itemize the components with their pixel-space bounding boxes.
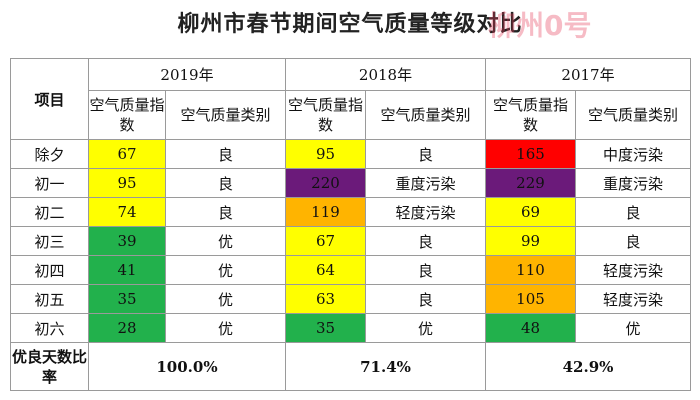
day-label: 初三: [10, 226, 89, 256]
aqi-cell: 74: [88, 197, 166, 227]
aqi-cell: 110: [485, 255, 576, 285]
level-cell: 良: [575, 197, 691, 227]
sub-header: 空气质量类别: [575, 90, 691, 140]
aqi-cell: 35: [285, 313, 366, 343]
aqi-cell: 165: [485, 139, 576, 169]
level-cell: 重度污染: [365, 168, 486, 198]
aqi-cell: 119: [285, 197, 366, 227]
table-body: 项目 2019年 2018年 2017年 空气质量指数 空气质量类别 空气质量指数 空气质量类…: [10, 58, 691, 391]
day-label: 初二: [10, 197, 89, 227]
footer-value: 100.0%: [88, 342, 286, 391]
aqi-cell: 99: [485, 226, 576, 256]
aqi-cell: 63: [285, 284, 366, 314]
year-header: 2017年: [485, 58, 691, 91]
aqi-table: 项目 2019年 2018年 2017年 空气质量指数 空气质量类别 空气质量指数 空气质量类…: [10, 58, 691, 391]
aqi-cell: 69: [485, 197, 576, 227]
table-row: 初二 74 良 119 轻度污染 69 良: [10, 197, 691, 227]
day-label: 初五: [10, 284, 89, 314]
aqi-cell: 95: [88, 168, 166, 198]
item-header: 项目: [10, 58, 89, 140]
sub-header: 空气质量类别: [165, 90, 286, 140]
aqi-cell: 67: [285, 226, 366, 256]
table-row: 项目 2019年 2018年 2017年: [10, 58, 691, 140]
level-cell: 优: [365, 313, 486, 343]
aqi-cell: 95: [285, 139, 366, 169]
aqi-cell: 28: [88, 313, 166, 343]
watermark: 柳州0号: [488, 9, 592, 42]
table-row: 空气质量指数 空气质量类别 空气质量指数 空气质量类别 空气质量指数 空气质量类别: [11, 90, 691, 140]
day-label: 除夕: [10, 139, 89, 169]
level-cell: 良: [365, 255, 486, 285]
sub-header: 空气质量指数: [485, 90, 576, 140]
table-row: 初五 35 优 63 良 105 轻度污染: [10, 284, 691, 314]
sub-header: 空气质量指数: [88, 90, 166, 140]
footer-value: 42.9%: [485, 342, 691, 391]
aqi-cell: 41: [88, 255, 166, 285]
table-row: 初四 41 优 64 良 110 轻度污染: [10, 255, 691, 285]
level-cell: 良: [365, 226, 486, 256]
table-row: 初一 95 良 220 重度污染 229 重度污染: [10, 168, 691, 198]
level-cell: 优: [165, 255, 286, 285]
level-cell: 优: [165, 313, 286, 343]
level-cell: 良: [365, 139, 486, 169]
aqi-cell: 35: [88, 284, 166, 314]
sub-header: 空气质量类别: [365, 90, 486, 140]
year-header: 2018年: [285, 58, 486, 91]
aqi-cell: 64: [285, 255, 366, 285]
level-cell: 轻度污染: [575, 284, 691, 314]
level-cell: 良: [165, 168, 286, 198]
aqi-cell: 39: [88, 226, 166, 256]
table-row: 除夕 67 良 95 良 165 中度污染: [10, 139, 691, 169]
table-row: 优良天数比率 100.0% 71.4% 42.9%: [10, 342, 691, 391]
aqi-cell: 229: [485, 168, 576, 198]
aqi-cell: 67: [88, 139, 166, 169]
day-label: 初四: [10, 255, 89, 285]
title: 柳州市春节期间空气质量等级对比: [177, 12, 523, 37]
level-cell: 良: [165, 197, 286, 227]
level-cell: 优: [165, 226, 286, 256]
aqi-cell: 48: [485, 313, 576, 343]
year-header: 2019年: [88, 58, 286, 91]
level-cell: 优: [165, 284, 286, 314]
aqi-cell: 220: [285, 168, 366, 198]
level-cell: 优: [575, 313, 691, 343]
level-cell: 重度污染: [575, 168, 691, 198]
level-cell: 良: [365, 284, 486, 314]
level-cell: 中度污染: [575, 139, 691, 169]
day-label: 初六: [10, 313, 89, 343]
footer-label: 优良天数比率: [10, 342, 89, 391]
level-cell: 轻度污染: [365, 197, 486, 227]
footer-value: 71.4%: [285, 342, 486, 391]
day-label: 初一: [10, 168, 89, 198]
level-cell: 良: [575, 226, 691, 256]
table-row: 初六 28 优 35 优 48 优: [10, 313, 691, 343]
table-row: 初三 39 优 67 良 99 良: [10, 226, 691, 256]
sub-header: 空气质量指数: [285, 90, 366, 140]
aqi-cell: 105: [485, 284, 576, 314]
level-cell: 良: [165, 139, 286, 169]
level-cell: 轻度污染: [575, 255, 691, 285]
